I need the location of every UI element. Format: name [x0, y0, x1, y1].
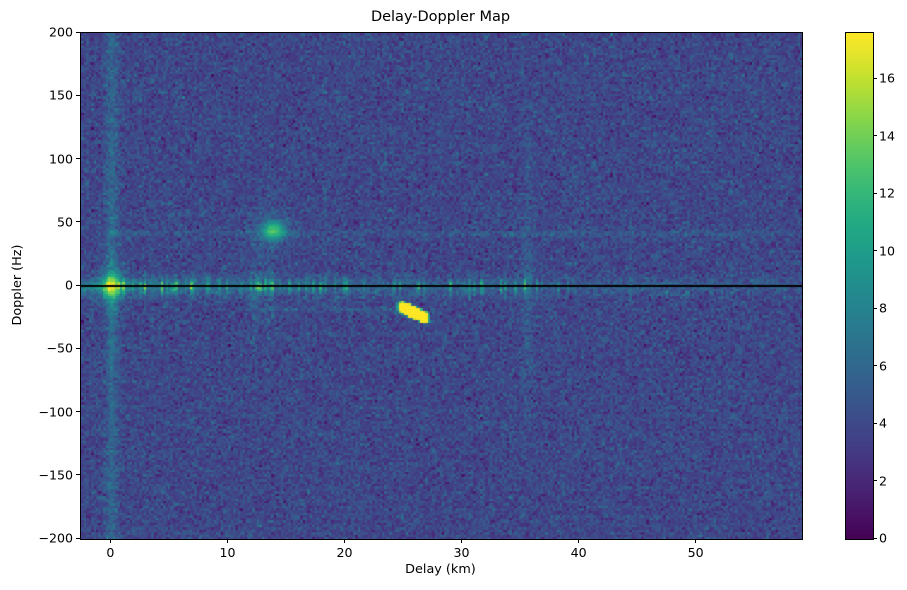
- colorbar-tick-label: 6: [879, 358, 888, 373]
- x-tick-mark: [344, 539, 346, 543]
- y-tick-label: −200: [38, 530, 73, 546]
- y-tick-label: −150: [38, 467, 73, 483]
- y-tick-label: 200: [48, 24, 73, 40]
- colorbar-tick-mark: [873, 537, 877, 539]
- colorbar-tick-label: 8: [879, 300, 888, 316]
- x-tick-label: 30: [453, 545, 470, 560]
- colorbar-tick-mark: [873, 422, 877, 424]
- x-tick-label: 40: [570, 545, 587, 560]
- y-tick-label: 0: [64, 277, 73, 293]
- x-axis-label: Delay (km): [405, 562, 476, 577]
- x-tick-label: 50: [687, 545, 704, 560]
- y-axis-label: Doppler (Hz): [10, 244, 25, 326]
- colorbar-tick-label: 2: [879, 473, 888, 488]
- y-tick-mark: [76, 158, 80, 160]
- y-tick-label: −100: [38, 404, 73, 419]
- colorbar-gradient: [846, 33, 873, 539]
- colorbar: [845, 32, 874, 540]
- x-tick-label: 10: [219, 545, 236, 560]
- y-tick-mark: [76, 411, 80, 413]
- y-tick-mark: [76, 31, 80, 33]
- colorbar-tick-label: 4: [879, 415, 888, 431]
- y-tick-label: 100: [48, 151, 73, 166]
- y-tick-label: −50: [46, 340, 73, 356]
- colorbar-tick-label: 16: [879, 70, 896, 86]
- x-tick-mark: [226, 539, 229, 543]
- y-tick-mark: [76, 537, 80, 539]
- colorbar-tick-mark: [873, 135, 877, 137]
- x-tick-mark: [578, 539, 580, 543]
- colorbar-tick-label: 14: [879, 128, 896, 143]
- y-tick-mark: [76, 94, 80, 96]
- page-title: Delay-Doppler Map: [370, 9, 511, 25]
- colorbar-tick-mark: [873, 192, 877, 194]
- colorbar-tick-mark: [873, 365, 877, 367]
- x-tick-label: 20: [336, 545, 353, 560]
- y-tick-mark: [76, 347, 80, 349]
- x-tick-label: 0: [106, 545, 115, 560]
- y-tick-mark: [76, 221, 80, 223]
- x-tick-mark: [695, 539, 697, 543]
- x-tick-mark: [109, 539, 112, 543]
- colorbar-tick-label: 0: [879, 530, 888, 546]
- colorbar-tick-mark: [873, 77, 877, 79]
- colorbar-tick-label: 12: [879, 185, 896, 201]
- colorbar-tick-mark: [873, 480, 877, 482]
- heatmap-image: [81, 33, 802, 539]
- y-tick-mark: [76, 474, 80, 476]
- colorbar-tick-mark: [873, 307, 877, 309]
- delay-doppler-heatmap: [80, 32, 803, 540]
- colorbar-tick-label: 10: [879, 243, 896, 258]
- x-tick-mark: [461, 539, 463, 543]
- y-tick-mark: [76, 284, 80, 286]
- y-tick-label: 150: [48, 87, 73, 103]
- y-tick-label: 50: [56, 214, 73, 230]
- colorbar-tick-mark: [873, 250, 877, 252]
